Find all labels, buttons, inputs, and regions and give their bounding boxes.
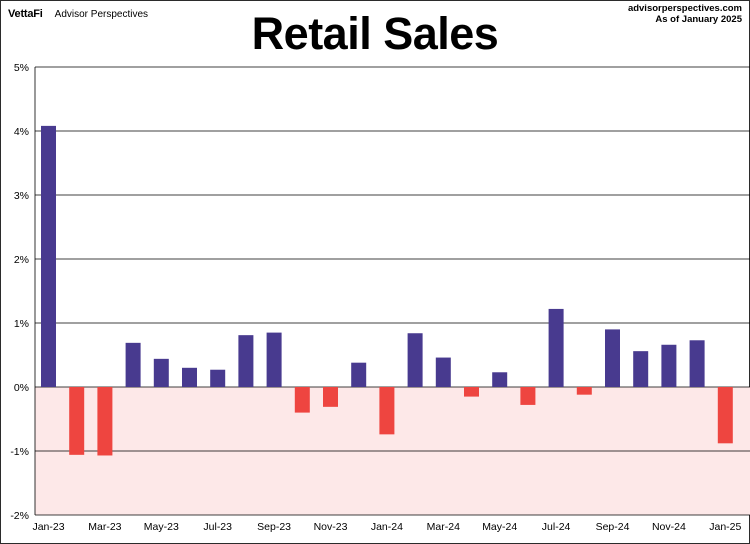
y-tick-label: 4% xyxy=(14,126,29,138)
source-block: advisorperspectives.com As of January 20… xyxy=(628,3,742,25)
x-tick-label: Nov-24 xyxy=(652,521,686,533)
brand-header: VettaFi Advisor Perspectives xyxy=(8,8,148,20)
bar-Jan-23 xyxy=(41,125,56,387)
x-tick-label: Nov-23 xyxy=(314,521,348,533)
bar-Nov-23 xyxy=(323,387,338,407)
y-tick-label: -2% xyxy=(10,510,29,522)
y-tick-label: 0% xyxy=(14,382,29,394)
x-tick-label: Jul-23 xyxy=(203,521,232,533)
x-tick-label: Mar-23 xyxy=(88,521,121,533)
x-tick-label: Mar-24 xyxy=(427,521,460,533)
bar-Feb-23 xyxy=(69,387,85,455)
bar-Mar-24 xyxy=(435,357,451,387)
vettafi-logo: VettaFi xyxy=(8,8,43,20)
bar-Jan-24 xyxy=(379,387,395,435)
y-tick-label: 5% xyxy=(14,62,29,74)
bar-Mar-23 xyxy=(97,387,113,456)
y-tick-label: 3% xyxy=(14,190,29,202)
bar-Sep-23 xyxy=(266,332,282,387)
source-url: advisorperspectives.com xyxy=(627,3,742,14)
x-tick-label: Jan-25 xyxy=(709,521,741,533)
bar-Jul-24 xyxy=(548,308,564,387)
bar-Feb-24 xyxy=(407,333,423,387)
y-tick-label: 1% xyxy=(14,318,29,330)
bar-Jun-23 xyxy=(182,367,197,387)
bar-Jan-25 xyxy=(717,387,733,444)
x-tick-label: Jan-24 xyxy=(371,521,403,533)
x-tick-label: Sep-23 xyxy=(257,521,291,533)
bar-May-24 xyxy=(492,372,508,387)
bar-Oct-24 xyxy=(633,351,649,387)
x-tick-label: Sep-24 xyxy=(596,521,630,533)
chart-title: Retail Sales xyxy=(251,8,499,59)
bar-Oct-23 xyxy=(294,387,310,413)
bar-Jul-23 xyxy=(210,369,226,387)
bar-Dec-23 xyxy=(351,362,367,387)
x-tick-label: Jan-23 xyxy=(32,521,64,533)
bar-May-23 xyxy=(153,358,169,387)
bar-Dec-24 xyxy=(689,340,705,387)
y-tick-label: 2% xyxy=(14,254,29,266)
x-tick-label: Jul-24 xyxy=(542,521,571,533)
x-tick-label: May-24 xyxy=(482,521,517,533)
bar-Nov-24 xyxy=(661,344,677,387)
y-tick-label: -1% xyxy=(10,446,29,458)
bar-Sep-24 xyxy=(605,329,620,387)
as-of-date: As of January 2025 xyxy=(655,14,742,25)
brand-name: Advisor Perspectives xyxy=(54,9,149,20)
bar-Aug-24 xyxy=(576,387,592,395)
bar-Apr-24 xyxy=(464,387,479,397)
bar-Aug-23 xyxy=(238,335,254,387)
x-tick-label: May-23 xyxy=(144,521,179,533)
bar-Apr-23 xyxy=(125,342,141,387)
bar-Jun-24 xyxy=(520,387,536,405)
